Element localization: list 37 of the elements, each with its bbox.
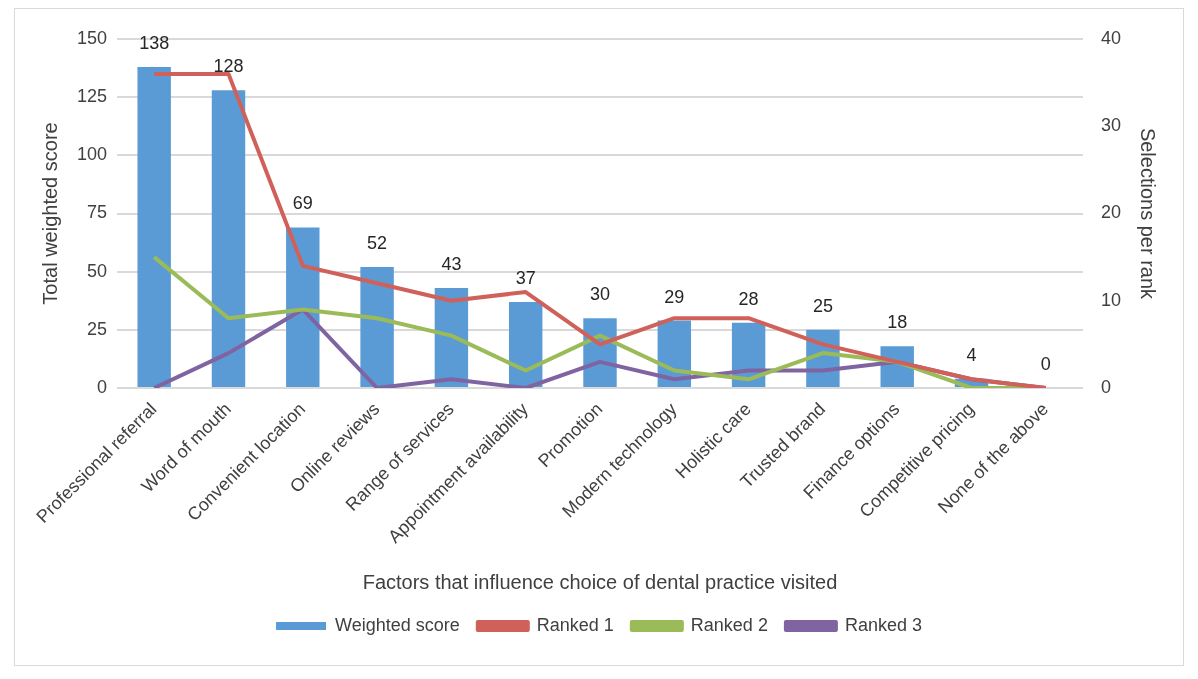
y2-tick-label: 0 xyxy=(1100,376,1111,397)
y2-axis-title: Selections per rank xyxy=(1137,127,1160,301)
data-label: 69 xyxy=(292,193,313,214)
y2-tick-label: 20 xyxy=(1100,202,1122,223)
data-label: 138 xyxy=(139,32,170,53)
y2-tick-label: 30 xyxy=(1100,115,1122,136)
y-axis-title: Total weighted score xyxy=(38,122,61,305)
data-label: 43 xyxy=(441,253,462,274)
y-tick-label: 150 xyxy=(76,27,108,48)
data-label: 29 xyxy=(664,286,685,307)
bar xyxy=(360,267,394,388)
x-axis-title: Factors that influence choice of dental practice visited xyxy=(362,570,838,593)
data-label: 28 xyxy=(738,288,759,309)
data-label: 128 xyxy=(213,56,244,77)
data-label: 4 xyxy=(966,344,977,365)
y-tick-label: 125 xyxy=(76,86,108,107)
y-tick-label: 25 xyxy=(87,318,108,339)
bar xyxy=(137,66,171,388)
bar xyxy=(286,227,320,388)
legend-label: Ranked 3 xyxy=(844,614,922,635)
legend-label: Ranked 2 xyxy=(690,614,768,635)
data-label: 25 xyxy=(812,295,833,316)
y2-tick-label: 10 xyxy=(1100,289,1122,310)
y-tick-label: 75 xyxy=(87,202,108,223)
data-label: 18 xyxy=(887,312,908,333)
y2-tick-label: 40 xyxy=(1100,27,1122,48)
data-label: 30 xyxy=(589,284,611,305)
legend-label: Ranked 1 xyxy=(536,614,614,635)
data-label: 0 xyxy=(1040,353,1051,374)
legend-label: Weighted score xyxy=(335,614,460,635)
data-label: 52 xyxy=(367,232,388,253)
bar xyxy=(211,90,246,388)
bar xyxy=(508,301,543,388)
y-tick-label: 0 xyxy=(97,376,108,397)
y-tick-label: 100 xyxy=(76,144,108,165)
y-tick-label: 50 xyxy=(87,260,108,281)
data-label: 37 xyxy=(515,267,536,288)
